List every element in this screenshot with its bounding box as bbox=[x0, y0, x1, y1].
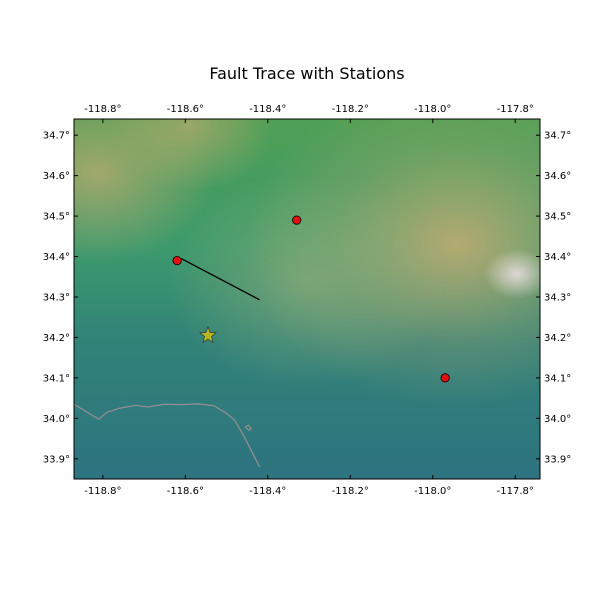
lon-label-bottom-6: -117.8° bbox=[497, 486, 534, 497]
lat-label-left-4: 34.4° bbox=[43, 252, 70, 263]
lat-label-left-9: 33.9° bbox=[43, 454, 70, 465]
lon-label-top-1: -118.8° bbox=[84, 104, 121, 115]
lon-label-bottom-2: -118.6° bbox=[167, 486, 204, 497]
lon-label-top-6: -117.8° bbox=[497, 104, 534, 115]
lat-label-right-1: 34.7° bbox=[544, 131, 571, 142]
lon-label-bottom-5: -118.0° bbox=[414, 486, 451, 497]
marina-outline bbox=[244, 424, 253, 432]
coastline bbox=[74, 403, 261, 468]
lat-label-right-7: 34.1° bbox=[544, 373, 571, 384]
station-marker-1 bbox=[172, 255, 182, 266]
station-marker-3 bbox=[440, 373, 450, 383]
lon-label-top-2: -118.6° bbox=[167, 104, 204, 115]
lat-label-right-9: 33.9° bbox=[544, 454, 571, 465]
map-overlay bbox=[172, 215, 450, 383]
star-icon bbox=[198, 325, 218, 344]
lon-label-top-4: -118.2° bbox=[332, 104, 369, 115]
lon-label-bottom-4: -118.2° bbox=[332, 486, 369, 497]
lat-label-right-6: 34.2° bbox=[544, 333, 571, 344]
lat-label-right-4: 34.4° bbox=[544, 252, 571, 263]
lat-label-left-6: 34.2° bbox=[43, 333, 70, 344]
lon-label-top-3: -118.4° bbox=[249, 104, 286, 115]
lat-label-left-3: 34.5° bbox=[43, 212, 70, 223]
lat-label-left-7: 34.1° bbox=[43, 373, 70, 384]
lat-label-left-2: 34.6° bbox=[43, 171, 70, 182]
lon-label-bottom-1: -118.8° bbox=[84, 486, 121, 497]
fault-trace-line bbox=[180, 257, 260, 301]
map-title: Fault Trace with Stations bbox=[209, 64, 405, 83]
lat-label-right-5: 34.3° bbox=[544, 292, 571, 303]
lat-label-right-8: 34.0° bbox=[544, 414, 571, 425]
map-frame bbox=[73, 118, 541, 480]
lat-label-left-8: 34.0° bbox=[43, 414, 70, 425]
lat-label-left-1: 34.7° bbox=[43, 131, 70, 142]
map-axes: -118.8° -118.8° -118.6° -118.6° -118.4° -118.… bbox=[43, 104, 572, 497]
lon-label-bottom-3: -118.4° bbox=[249, 486, 286, 497]
station-marker-2 bbox=[292, 215, 302, 225]
lat-label-right-2: 34.6° bbox=[544, 171, 571, 182]
lat-label-left-5: 34.3° bbox=[43, 292, 70, 303]
terrain-peak bbox=[74, 119, 540, 479]
terrain-layer bbox=[74, 119, 540, 479]
lat-label-right-3: 34.5° bbox=[544, 212, 571, 223]
lon-label-top-5: -118.0° bbox=[414, 104, 451, 115]
